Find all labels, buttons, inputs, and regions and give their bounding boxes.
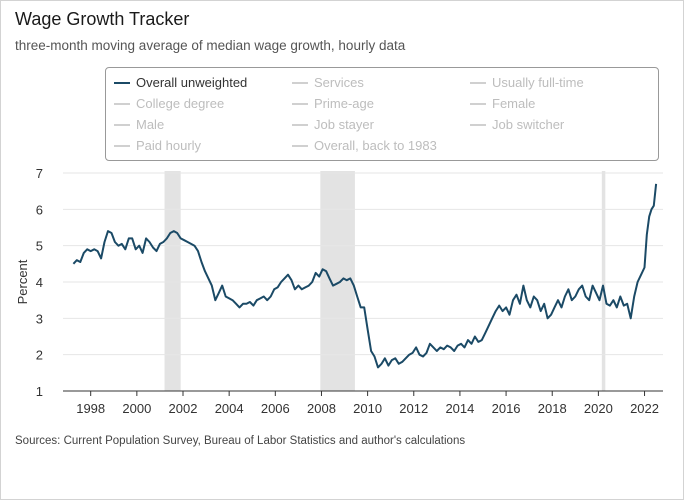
- x-tick-label: 2022: [630, 401, 659, 416]
- legend-label: Job stayer: [314, 117, 374, 132]
- legend-item-college-degree[interactable]: College degree: [114, 96, 224, 111]
- y-tick-label: 6: [36, 202, 43, 217]
- y-tick-label: 1: [36, 384, 43, 399]
- y-axis-title: Percent: [15, 259, 30, 304]
- legend-item-job-stayer[interactable]: Job stayer: [292, 117, 374, 132]
- legend-swatch: [470, 81, 486, 84]
- y-tick-label: 3: [36, 311, 43, 326]
- legend-item-services[interactable]: Services: [292, 75, 364, 90]
- legend-item-prime-age[interactable]: Prime-age: [292, 96, 374, 111]
- legend-label: College degree: [136, 96, 225, 111]
- chart-source: Sources: Current Population Survey, Bure…: [15, 435, 466, 447]
- legend-item-job-switcher[interactable]: Job switcher: [470, 117, 564, 132]
- legend-label: Female: [492, 96, 536, 111]
- legend-item-paid-hourly[interactable]: Paid hourly: [114, 138, 201, 153]
- legend-swatch: [470, 102, 486, 105]
- legend-label: Overall unweighted: [136, 75, 248, 90]
- series-line-overall-unweighted: [72, 183, 658, 369]
- chart-title: Wage Growth Tracker: [15, 9, 190, 29]
- legend-item-male[interactable]: Male: [114, 117, 164, 132]
- legend-swatch: [292, 102, 308, 105]
- x-tick-label: 2002: [169, 401, 198, 416]
- x-tick-label: 2006: [261, 401, 290, 416]
- legend-item-female[interactable]: Female: [470, 96, 535, 111]
- legend-label: Job switcher: [492, 117, 565, 132]
- y-tick-label: 4: [36, 275, 43, 290]
- legend-swatch: [114, 102, 130, 105]
- legend-item-overall-unweighted[interactable]: Overall unweighted: [114, 75, 247, 90]
- legend-label: Paid hourly: [136, 138, 202, 153]
- recession-band: [601, 171, 606, 391]
- x-tick-label: 2020: [584, 401, 613, 416]
- legend-swatch: [292, 81, 308, 84]
- legend-swatch: [114, 123, 130, 126]
- legend-swatch: [292, 144, 308, 147]
- x-tick-label: 2000: [122, 401, 151, 416]
- x-tick-label: 2016: [492, 401, 521, 416]
- legend: Overall unweighted Services Usually full…: [105, 67, 659, 161]
- legend-item-overall-back-to-1983[interactable]: Overall, back to 1983: [292, 138, 437, 153]
- y-tick-label: 7: [36, 166, 43, 181]
- x-tick-label: 2010: [353, 401, 382, 416]
- legend-swatch: [114, 144, 130, 147]
- y-tick-label: 2: [36, 348, 43, 363]
- x-tick-label: 2004: [215, 401, 244, 416]
- x-tick-label: 2014: [445, 401, 474, 416]
- x-tick-label: 2012: [399, 401, 428, 416]
- x-tick-label: 2018: [538, 401, 567, 416]
- x-tick-label: 1998: [76, 401, 105, 416]
- legend-label: Male: [136, 117, 165, 132]
- legend-item-usually-full-time[interactable]: Usually full-time: [470, 75, 584, 90]
- legend-swatch: [292, 123, 308, 126]
- legend-swatch: [114, 81, 130, 84]
- recession-band: [164, 171, 181, 391]
- legend-label: Services: [314, 75, 364, 90]
- y-tick-label: 5: [36, 239, 43, 254]
- chart-subtitle: three-month moving average of median wag…: [15, 38, 406, 53]
- legend-label: Usually full-time: [492, 75, 584, 90]
- legend-label: Overall, back to 1983: [314, 138, 437, 153]
- legend-swatch: [470, 123, 486, 126]
- legend-label: Prime-age: [314, 96, 374, 111]
- x-tick-label: 2008: [307, 401, 336, 416]
- recession-band: [320, 171, 355, 391]
